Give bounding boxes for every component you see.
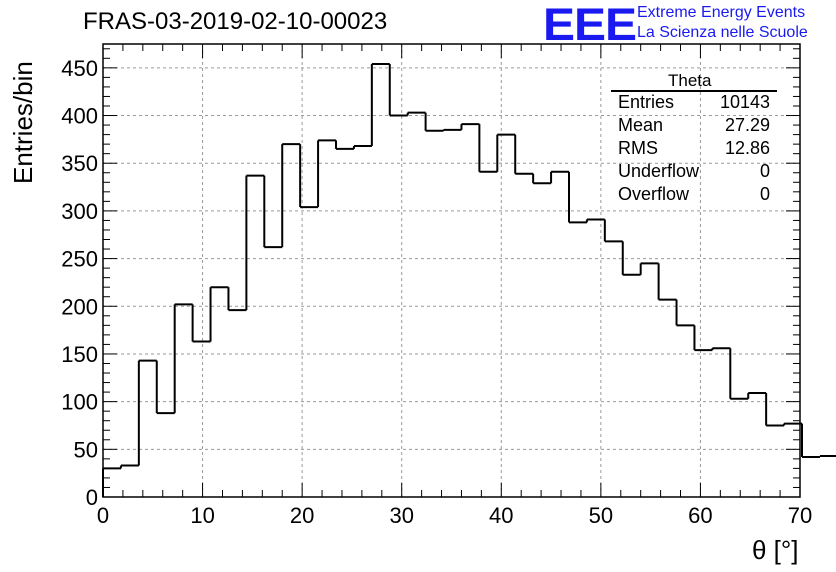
histogram-bin <box>460 123 480 130</box>
stats-value: 27.29 <box>724 115 770 135</box>
histogram-bin <box>800 423 820 458</box>
logo-caption-line2: La Scienza nelle Scuole <box>637 24 808 41</box>
y-tick-label: 100 <box>61 390 98 415</box>
stats-label: Mean <box>618 115 664 135</box>
histogram-bin <box>675 299 695 327</box>
histogram-bin <box>639 262 659 275</box>
x-tick-label: 40 <box>489 503 513 528</box>
histogram-bin <box>388 64 408 117</box>
y-tick-label: 350 <box>61 151 98 176</box>
tick-labels: 0 10 20 30 40 50 60 70 0 50 100 150 200 250 300 350 400 4… <box>61 56 812 528</box>
stats-value: 0 <box>759 161 770 181</box>
y-tick-label: 50 <box>74 437 98 462</box>
stats-title: Theta <box>668 71 712 90</box>
x-tick-label: 60 <box>688 503 712 528</box>
plot-frame <box>102 43 801 498</box>
histogram-bin <box>191 304 211 343</box>
histogram-bin <box>102 467 121 497</box>
histogram-bin <box>317 139 336 208</box>
stats-divider <box>611 90 777 92</box>
histogram-bin <box>281 143 301 248</box>
histogram-bin <box>514 134 534 175</box>
histogram-bin <box>729 348 749 400</box>
histogram-bin <box>603 219 623 243</box>
x-tick-label: 50 <box>589 503 613 528</box>
stats-label: Overflow <box>618 184 690 204</box>
histogram-bars <box>102 63 836 497</box>
histogram-bin <box>818 454 836 457</box>
x-tick-label: 70 <box>788 503 812 528</box>
histogram-bin <box>352 145 372 149</box>
histogram-bin <box>657 263 677 301</box>
stats-value: 12.86 <box>724 138 770 158</box>
x-tick-label: 30 <box>389 503 413 528</box>
y-axis-label: Entries/bin <box>8 61 38 184</box>
histogram-bin <box>334 140 354 150</box>
histogram-bin <box>370 63 390 147</box>
y-tick-label: 150 <box>61 342 98 367</box>
histogram-bin <box>621 241 641 276</box>
histogram-bin <box>155 360 175 415</box>
stats-value: 10143 <box>719 92 770 112</box>
y-tick-label: 450 <box>61 56 98 81</box>
histogram-bin <box>711 347 731 351</box>
x-tick-label: 0 <box>97 503 109 528</box>
histogram-bin <box>585 218 605 223</box>
x-tick-label: 20 <box>290 503 314 528</box>
histogram-bin <box>263 175 283 249</box>
histogram-bin <box>765 393 785 427</box>
histogram-bin <box>747 392 767 399</box>
histogram-bin <box>442 128 462 131</box>
histogram-bin <box>693 325 713 352</box>
histogram-bin <box>532 173 552 185</box>
chart-title: FRAS-03-2019-02-10-00023 <box>83 8 388 35</box>
histogram-bin <box>119 464 139 469</box>
y-tick-label: 400 <box>61 104 98 129</box>
histogram-bin <box>227 287 247 312</box>
histogram-bin <box>478 124 498 173</box>
y-tick-label: 300 <box>61 199 98 224</box>
x-axis-label: θ [°] <box>752 535 799 565</box>
histogram-bin <box>783 422 802 426</box>
y-tick-label: 200 <box>61 294 98 319</box>
histogram-bin <box>406 111 426 116</box>
stats-label: Underflow <box>618 161 700 181</box>
histogram-bin <box>173 303 193 414</box>
histogram-bin <box>424 112 444 132</box>
y-tick-label: 0 <box>86 485 98 510</box>
histogram-bin <box>209 286 229 342</box>
eee-logo: EEE <box>543 0 637 51</box>
histogram-bin <box>245 174 265 311</box>
x-tick-label: 10 <box>190 503 214 528</box>
histogram-bin <box>299 144 319 209</box>
logo-caption-line1: Extreme Energy Events <box>637 4 806 21</box>
stats-label: RMS <box>618 138 658 158</box>
histogram-bin <box>496 133 516 172</box>
stats-value: 0 <box>759 184 770 204</box>
grid-lines <box>103 44 800 497</box>
axis-ticks <box>102 44 801 498</box>
y-tick-label: 250 <box>61 247 98 272</box>
histogram-bin <box>567 171 587 224</box>
histogram-bin <box>550 170 569 184</box>
histogram-bin <box>137 359 157 466</box>
stats-label: Entries <box>618 92 675 112</box>
